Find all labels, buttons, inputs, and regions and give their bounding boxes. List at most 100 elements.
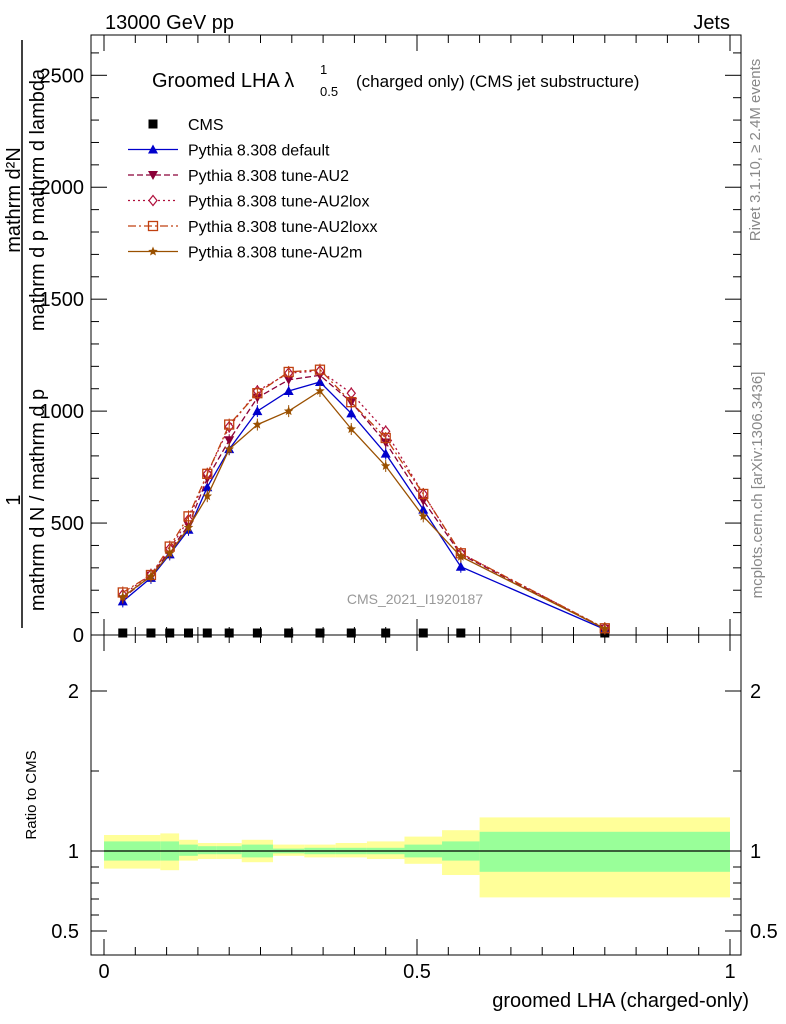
ytick-label: 2500 [40, 65, 85, 87]
main-axes: 0 500 1000 1500 2000 2500 [40, 35, 741, 647]
ratio-ytick-label: 2 [68, 681, 79, 703]
data-point-au2m [183, 522, 194, 532]
data-point-au2loxx [202, 468, 213, 479]
data-point-au2 [224, 436, 235, 446]
legend-label: Pythia 8.308 tune-AU2m [188, 245, 362, 262]
data-point-default [380, 448, 391, 458]
data-point-au2loxx [283, 366, 294, 378]
legend-entry-cms: CMS [148, 117, 224, 134]
ytick-label: 2000 [40, 177, 85, 199]
data-point-cms [252, 628, 262, 638]
ratio-bands [104, 817, 730, 898]
jets-label: Jets [693, 12, 730, 34]
data-point-default [455, 561, 466, 571]
xtick-label: 0 [98, 961, 109, 983]
ratio-axes: 0.5 0.5 1 1 2 2 0 0.5 1 [51, 635, 778, 983]
ratio-plot-frame [90, 634, 742, 956]
series-cms [118, 628, 610, 638]
data-point-default [202, 482, 213, 492]
data-point-au2loxx [314, 364, 326, 375]
main-series [117, 363, 610, 638]
data-point-cms [456, 628, 466, 638]
data-point-default [252, 406, 263, 416]
data-point-cms [224, 628, 234, 638]
ylabel-top2: mathrm d p mathrm d lambda [27, 68, 49, 331]
ytick-label: 1500 [40, 289, 85, 311]
title-sub: 0.5 [320, 84, 338, 99]
data-point-cms [346, 628, 356, 638]
legend-entry-au2: Pythia 8.308 tune-AU2 [128, 168, 349, 185]
data-point-default [418, 504, 429, 514]
legend-label: Pythia 8.308 tune-AU2loxx [188, 219, 377, 236]
data-point-au2m [600, 623, 610, 633]
ratio-band-inner [216, 846, 242, 855]
legend-label: Pythia 8.308 default [188, 143, 330, 160]
legend-marker [148, 119, 158, 129]
ylabel-bottom: mathrm d N / mathrm d p [27, 389, 49, 611]
data-point-au2loxx [224, 419, 235, 430]
data-point-cms [165, 628, 175, 638]
ratio-band-inner [197, 846, 217, 855]
ratio-ytick-label-right: 1 [750, 841, 761, 863]
data-point-au2m [346, 424, 357, 434]
data-point-default [283, 385, 294, 395]
legend: CMS Pythia 8.308 default Pythia 8.308 tune… [128, 117, 377, 262]
ratio-band-inner [479, 831, 730, 872]
data-point-au2loxx [183, 511, 194, 522]
legend-entry-au2loxx: Pythia 8.308 tune-AU2loxx [128, 219, 377, 236]
ytick-label: 0 [73, 625, 84, 647]
ratio-ytick-label: 1 [68, 841, 79, 863]
legend-entry-au2m: Pythia 8.308 tune-AU2m [128, 245, 362, 262]
ytick-label: 500 [51, 513, 84, 535]
legend-label: CMS [188, 117, 224, 134]
data-point-au2 [283, 375, 294, 385]
legend-marker [148, 144, 158, 154]
ylabel-one: 1 [3, 494, 25, 505]
legend-marker [147, 220, 159, 232]
data-point-cms [184, 628, 194, 638]
legend-label: Pythia 8.308 tune-AU2lox [188, 194, 369, 211]
data-point-cms [118, 628, 128, 638]
data-point-au2loxx [252, 388, 263, 399]
data-point-au2loxx [418, 488, 429, 500]
legend-label: Pythia 8.308 tune-AU2 [188, 168, 349, 185]
legend-entry-default: Pythia 8.308 default [128, 143, 330, 160]
data-point-au2loxx [380, 432, 391, 444]
series-line-au2m [122, 390, 606, 630]
title-suffix: (charged only) (CMS jet substructure) [356, 72, 639, 91]
data-point-au2m [315, 385, 325, 396]
data-point-au2m [418, 511, 429, 521]
data-point-au2loxx [346, 397, 357, 408]
data-point-au2m [252, 419, 263, 429]
xtick-label: 1 [724, 961, 735, 983]
data-point-au2m [118, 591, 128, 601]
data-point-au2m [202, 491, 213, 501]
legend-entry-au2lox: Pythia 8.308 tune-AU2lox [128, 194, 369, 211]
chart-title: Groomed LHA λ 1 0.5 (charged only) (CMS … [152, 62, 639, 99]
data-point-cms [146, 628, 156, 638]
data-point-au2m [283, 406, 294, 416]
legend-marker [148, 246, 158, 256]
data-point-cms [418, 628, 428, 638]
title-main: Groomed LHA λ [152, 70, 294, 92]
data-point-au2m [380, 460, 391, 471]
legend-marker [148, 171, 158, 180]
xtick-label: 0.5 [403, 961, 431, 983]
title-sup: 1 [320, 62, 327, 77]
main-ylabel: 1 mathrm d²N mathrm d p mathrm d lambda … [3, 40, 49, 628]
legend-marker [148, 194, 158, 207]
ratio-ylabel: Ratio to CMS [23, 750, 40, 839]
rivet-label: Rivet 3.1.10, ≥ 2.4M events [747, 59, 764, 242]
ytick-label: 1000 [40, 401, 85, 423]
data-point-au2m [456, 551, 466, 561]
data-point-default [346, 408, 357, 418]
ratio-ytick-label-right: 0.5 [750, 921, 778, 943]
data-point-au2m [146, 571, 156, 581]
data-point-cms [315, 628, 325, 638]
ylabel-top: mathrm d²N [3, 147, 25, 253]
series-au2m [118, 384, 610, 635]
data-point-cms [284, 628, 294, 638]
data-point-cms [381, 628, 391, 638]
data-point-default [314, 377, 325, 387]
